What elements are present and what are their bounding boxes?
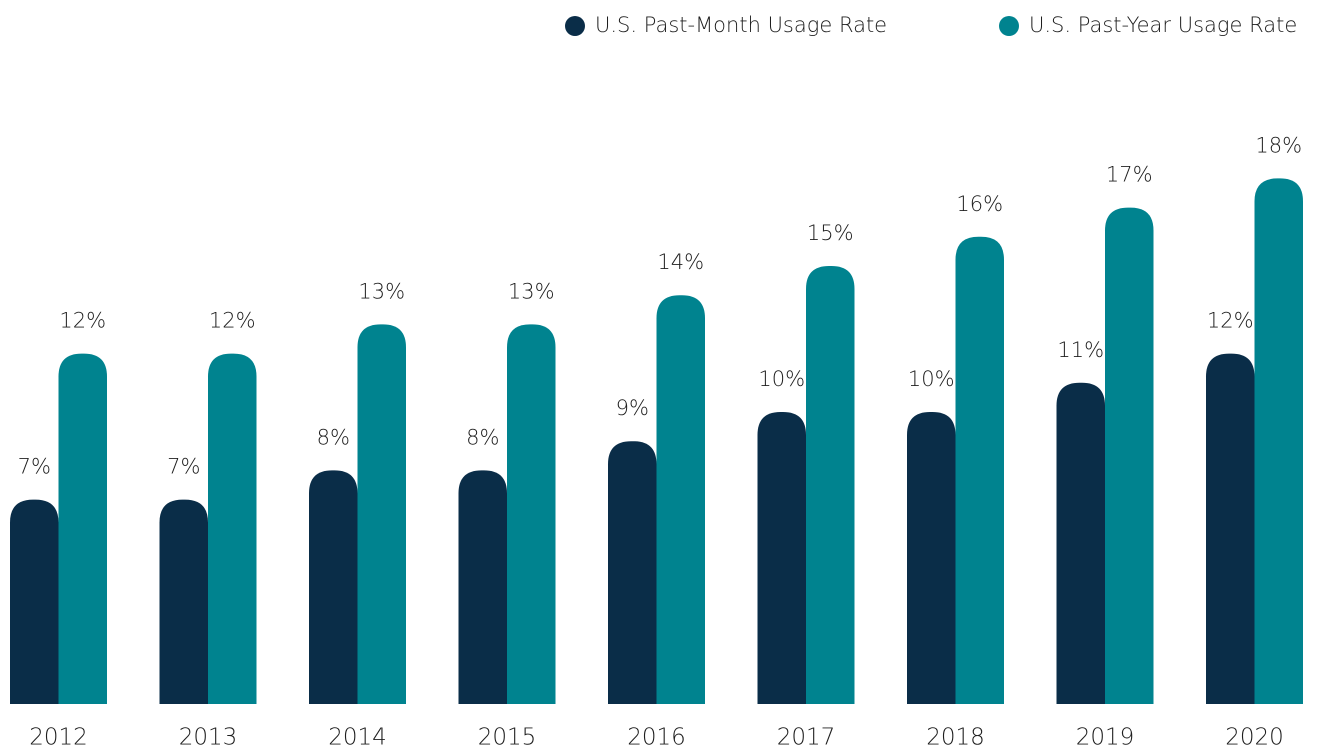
bar bbox=[159, 499, 208, 704]
value-label: 7% bbox=[167, 455, 200, 479]
bar bbox=[1206, 353, 1255, 704]
x-tick-label: 2013 bbox=[179, 725, 238, 751]
bar bbox=[58, 353, 107, 704]
x-tick-label: 2018 bbox=[926, 725, 985, 751]
x-tick-label: 2017 bbox=[777, 725, 836, 751]
value-label: 7% bbox=[18, 455, 51, 479]
value-label: 18% bbox=[1255, 133, 1302, 157]
bar bbox=[656, 295, 705, 704]
value-label: 9% bbox=[616, 396, 649, 420]
bar bbox=[10, 499, 59, 704]
value-label: 12% bbox=[1207, 309, 1254, 333]
value-label: 10% bbox=[908, 367, 955, 391]
bar bbox=[955, 236, 1004, 705]
value-label: 14% bbox=[657, 250, 704, 274]
legend-label: U.S. Past-Month Usage Rate bbox=[595, 13, 887, 37]
bar bbox=[907, 412, 956, 704]
value-label: 12% bbox=[209, 309, 256, 333]
legend-label: U.S. Past-Year Usage Rate bbox=[1029, 13, 1297, 37]
value-label: 16% bbox=[956, 192, 1003, 216]
legend-marker bbox=[999, 16, 1019, 36]
bar bbox=[1056, 382, 1105, 704]
bar bbox=[208, 353, 257, 704]
x-tick-label: 2015 bbox=[478, 725, 537, 751]
x-tick-label: 2019 bbox=[1076, 725, 1135, 751]
bar bbox=[309, 470, 358, 704]
value-label: 13% bbox=[508, 279, 555, 303]
bar bbox=[757, 412, 806, 704]
bar bbox=[1254, 178, 1303, 704]
bar bbox=[458, 470, 507, 704]
value-label: 13% bbox=[358, 279, 405, 303]
x-tick-label: 2012 bbox=[29, 725, 88, 751]
x-tick-label: 2016 bbox=[627, 725, 686, 751]
value-label: 11% bbox=[1057, 338, 1104, 362]
x-tick-label: 2014 bbox=[328, 725, 387, 751]
legend-marker bbox=[565, 16, 585, 36]
value-label: 17% bbox=[1106, 163, 1153, 187]
bar bbox=[507, 324, 556, 704]
x-tick-label: 2020 bbox=[1225, 725, 1284, 751]
value-label: 10% bbox=[758, 367, 805, 391]
bar bbox=[357, 324, 406, 704]
value-label: 8% bbox=[466, 425, 499, 449]
value-label: 15% bbox=[807, 221, 854, 245]
value-label: 8% bbox=[317, 425, 350, 449]
bar bbox=[608, 441, 657, 704]
value-label: 12% bbox=[59, 309, 106, 333]
bar bbox=[806, 266, 855, 704]
bar bbox=[1105, 207, 1154, 704]
